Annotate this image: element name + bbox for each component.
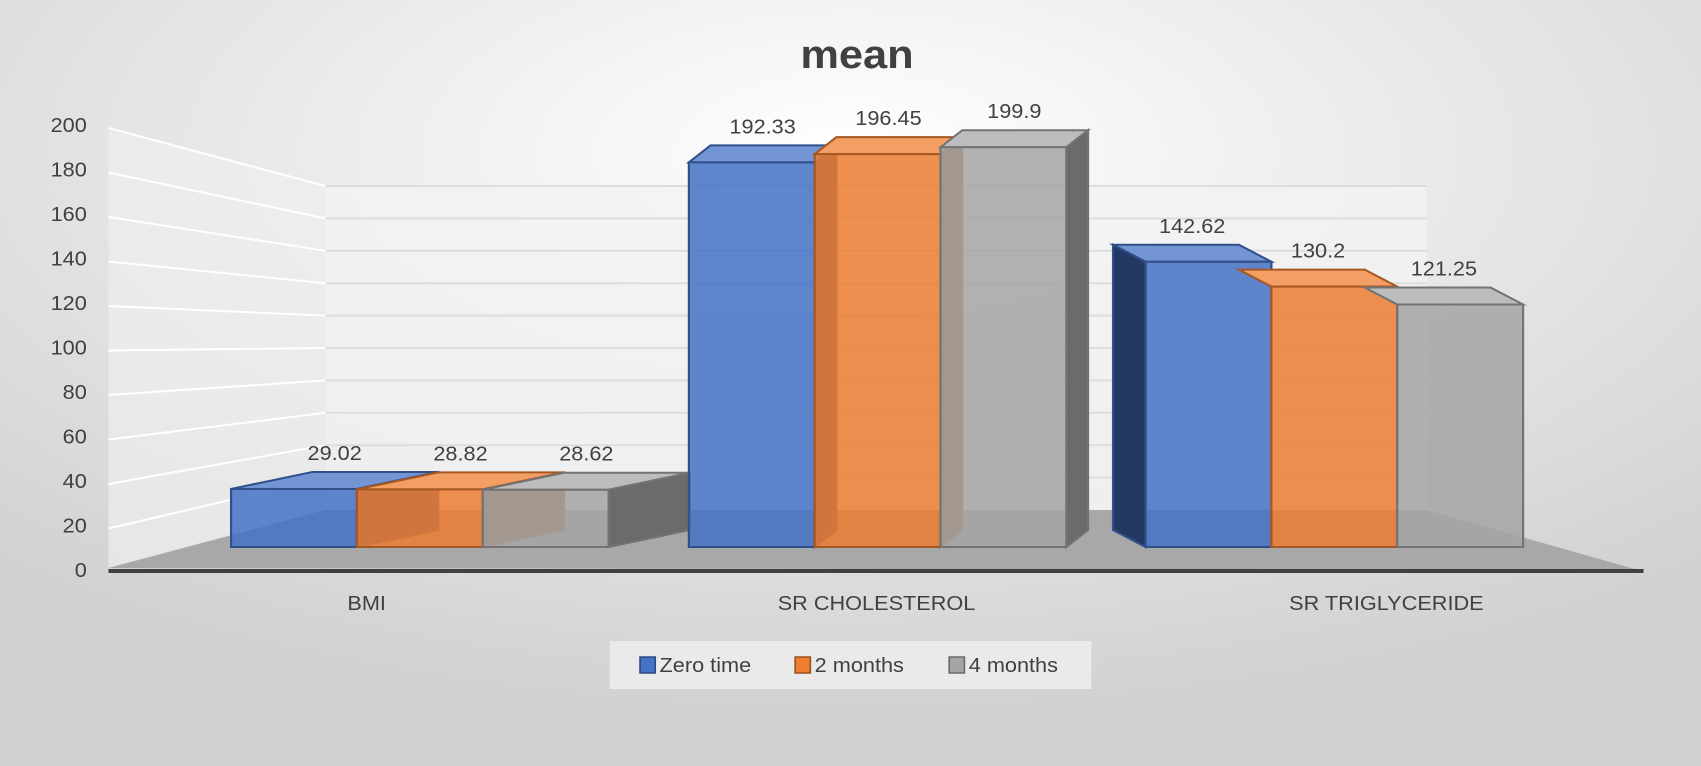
legend-label: Zero time: [660, 655, 752, 677]
chart-title: mean: [800, 32, 913, 77]
legend-label: 2 months: [815, 655, 904, 677]
data-label: 28.82: [433, 443, 487, 465]
legend-swatch: [794, 656, 812, 674]
bar-front: [229, 487, 358, 548]
y-tick-label: 100: [51, 337, 87, 359]
gridline: [108, 171, 326, 220]
bar-top: [937, 129, 1092, 149]
y-tick-label: 60: [63, 426, 87, 448]
data-label: 196.45: [855, 108, 921, 130]
data-label: 192.33: [729, 116, 795, 138]
data-label: 29.02: [308, 443, 362, 465]
data-label: 130.2: [1291, 240, 1345, 262]
bar-front: [481, 488, 610, 549]
gridline: [108, 411, 326, 441]
bar-side: [1065, 128, 1090, 550]
legend-swatch: [948, 656, 966, 674]
bar-front: [1270, 285, 1399, 548]
bar-2-months-2: 130.2: [1234, 240, 1402, 548]
gridline: [108, 216, 326, 252]
gridline: [108, 347, 326, 352]
bar-side: [1111, 243, 1147, 549]
data-label: 121.25: [1411, 258, 1477, 280]
y-tick-label: 140: [51, 248, 87, 270]
bar-front: [939, 146, 1068, 548]
legend-label: 4 months: [969, 655, 1058, 677]
gridline: [108, 444, 326, 485]
bar-front: [1144, 260, 1273, 548]
bar-front: [813, 153, 942, 548]
legend-item[interactable]: 4 months: [948, 655, 1058, 677]
y-tick-label: 40: [63, 471, 87, 493]
gridline: [108, 379, 326, 396]
y-tick-label: 160: [51, 204, 87, 226]
y-tick-label: 20: [63, 515, 87, 537]
y-tick-label: 180: [51, 159, 87, 181]
y-tick-label: 80: [63, 382, 87, 404]
bar-front: [1396, 303, 1525, 548]
gridline: [108, 260, 326, 285]
category-label: SR TRIGLYCERIDE: [1289, 593, 1484, 615]
legend-swatch: [639, 656, 657, 674]
legend-box: [609, 641, 1092, 689]
bar-4-months-2: 121.25: [1360, 258, 1528, 548]
gridline: [108, 305, 326, 317]
data-label: 142.62: [1159, 216, 1225, 238]
bar-front: [687, 161, 816, 548]
data-label: 28.62: [559, 444, 613, 466]
y-tick-label: 120: [51, 293, 87, 315]
bar-4-months-1: 199.9: [937, 101, 1092, 550]
category-label: BMI: [347, 593, 386, 615]
y-tick-label: 200: [51, 115, 87, 137]
category-label: SR CHOLESTEROL: [778, 593, 976, 615]
bar-4-months-0: 28.62: [481, 444, 692, 549]
legend-item[interactable]: 2 months: [794, 655, 904, 677]
gridline: [108, 127, 326, 187]
bar-front: [355, 488, 484, 548]
data-label: 199.9: [987, 101, 1041, 123]
legend-item[interactable]: Zero time: [639, 655, 752, 677]
bar-zero-time-2: 142.62: [1108, 216, 1276, 549]
y-tick-label: 0: [75, 560, 87, 582]
